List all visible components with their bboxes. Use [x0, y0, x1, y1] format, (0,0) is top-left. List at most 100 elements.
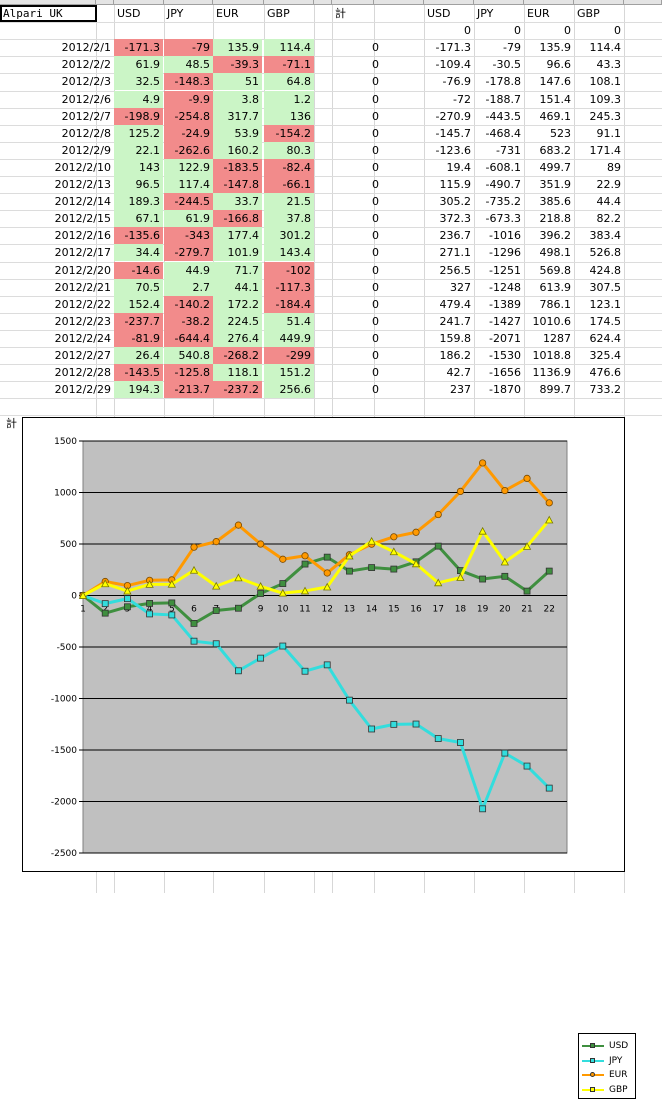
total-row-label[interactable]: 計 — [6, 417, 17, 431]
column-header[interactable] — [0, 0, 96, 5]
cumulative-cell[interactable]: -2071 — [489, 331, 521, 345]
date-cell[interactable]: 2012/2/14 — [54, 195, 111, 209]
cumulative-cell[interactable]: 174.5 — [589, 314, 622, 328]
date-cell[interactable]: 2012/2/7 — [61, 109, 111, 123]
daily-pl-cell[interactable]: 34.4 — [114, 244, 163, 262]
cumulative-cell[interactable]: 44.4 — [596, 195, 622, 209]
daily-pl-cell[interactable]: -102 — [264, 261, 314, 279]
daily-pl-cell[interactable]: -644.4 — [164, 329, 213, 347]
cumulative-cell[interactable]: 1287 — [543, 331, 571, 345]
cumulative-cell[interactable]: -468.4 — [485, 126, 521, 140]
cumulative-cell[interactable]: -1296 — [489, 246, 521, 260]
chart-area[interactable]: 150010005000-500-1000-1500-2000-25001234… — [22, 417, 636, 1099]
daily-pl-cell[interactable]: 1.2 — [264, 90, 314, 108]
cumulative-cell[interactable]: 1018.8 — [532, 349, 572, 362]
daily-pl-cell[interactable]: 2.7 — [164, 278, 213, 296]
daily-pl-cell[interactable]: -299 — [264, 347, 314, 364]
total-cell[interactable]: 0 — [372, 229, 379, 243]
cumulative-cell[interactable]: -145.7 — [435, 126, 471, 140]
cumulative-cell[interactable]: -171.3 — [435, 41, 471, 55]
cumulative-cell[interactable]: -30.5 — [492, 58, 521, 72]
cumulative-cell[interactable]: 683.2 — [539, 143, 572, 157]
daily-pl-cell[interactable]: 53.9 — [213, 124, 262, 142]
cumulative-cell[interactable]: 237 — [450, 383, 471, 397]
daily-pl-cell[interactable]: 51 — [213, 73, 262, 91]
daily-pl-cell[interactable]: 26.4 — [114, 347, 163, 364]
date-cell[interactable]: 2012/2/17 — [54, 246, 111, 260]
daily-pl-cell[interactable]: 177.4 — [213, 227, 262, 245]
legend-item[interactable]: USD — [582, 1039, 636, 1053]
column-header[interactable] — [474, 0, 524, 5]
daily-pl-cell[interactable]: 122.9 — [164, 158, 213, 176]
daily-pl-cell[interactable]: 61.9 — [114, 56, 163, 74]
cumulative-cell[interactable]: -1530 — [489, 349, 521, 362]
initial-value-cell[interactable]: 0 — [464, 24, 471, 38]
daily-pl-cell[interactable]: -117.3 — [264, 278, 314, 296]
column-header[interactable] — [96, 0, 114, 5]
cumulative-cell[interactable]: 899.7 — [539, 383, 572, 397]
currency-header[interactable]: JPY — [167, 7, 184, 20]
daily-pl-cell[interactable]: 114.4 — [264, 39, 314, 57]
cumulative-cell[interactable]: 186.2 — [439, 349, 472, 362]
daily-pl-cell[interactable]: 32.5 — [114, 73, 163, 91]
total-column-header[interactable]: 計 — [335, 7, 346, 20]
cumulative-cell[interactable]: -1656 — [489, 366, 521, 380]
total-cell[interactable]: 0 — [372, 314, 379, 328]
daily-pl-cell[interactable]: -244.5 — [164, 193, 213, 211]
daily-pl-cell[interactable]: -183.5 — [213, 158, 262, 176]
date-cell[interactable]: 2012/2/9 — [61, 143, 111, 157]
daily-pl-cell[interactable]: -9.9 — [164, 90, 213, 108]
cumulative-cell[interactable]: -1016 — [489, 229, 521, 243]
cumulative-cell[interactable]: 1010.6 — [532, 314, 572, 328]
cumulative-cell[interactable]: 89 — [607, 160, 621, 174]
total-cell[interactable]: 0 — [372, 246, 379, 260]
daily-pl-cell[interactable]: -143.5 — [114, 364, 163, 382]
column-header[interactable] — [374, 0, 424, 5]
cumulative-cell[interactable]: 733.2 — [589, 383, 622, 397]
cumulative-cell[interactable]: 569.8 — [539, 263, 572, 277]
daily-pl-cell[interactable]: 4.9 — [114, 90, 163, 108]
initial-value-cell[interactable]: 0 — [614, 24, 621, 38]
daily-pl-cell[interactable]: 33.7 — [213, 193, 262, 211]
daily-pl-cell[interactable]: 44.1 — [213, 278, 262, 296]
date-cell[interactable]: 2012/2/28 — [54, 366, 111, 380]
date-cell[interactable]: 2012/2/20 — [54, 263, 111, 277]
total-cell[interactable]: 0 — [372, 92, 379, 106]
daily-pl-cell[interactable]: -38.2 — [164, 312, 213, 330]
cumulative-cell[interactable]: 325.4 — [589, 349, 622, 362]
cumulative-cell[interactable]: 236.7 — [439, 229, 472, 243]
daily-pl-cell[interactable]: -135.6 — [114, 227, 163, 245]
cumulative-cell[interactable]: 469.1 — [539, 109, 572, 123]
cumulative-cell[interactable]: 476.6 — [589, 366, 622, 380]
cumulative-cell[interactable]: 109.3 — [589, 92, 622, 106]
date-cell[interactable]: 2012/2/21 — [54, 280, 111, 294]
daily-pl-cell[interactable]: -66.1 — [264, 176, 314, 193]
cumulative-cell[interactable]: 42.7 — [446, 366, 472, 380]
daily-pl-cell[interactable]: -184.4 — [264, 295, 314, 313]
date-cell[interactable]: 2012/2/6 — [61, 92, 111, 106]
date-cell[interactable]: 2012/2/16 — [54, 229, 111, 243]
date-cell[interactable]: 2012/2/22 — [54, 297, 111, 311]
cumulative-cell[interactable]: 396.2 — [539, 229, 572, 243]
daily-pl-cell[interactable]: -171.3 — [114, 39, 163, 57]
daily-pl-cell[interactable]: -82.4 — [264, 158, 314, 176]
daily-pl-cell[interactable]: 71.7 — [213, 261, 262, 279]
daily-pl-cell[interactable]: 117.4 — [164, 176, 213, 193]
cumulative-cell[interactable]: -608.1 — [485, 160, 521, 174]
cumulative-cell[interactable]: -735.2 — [485, 195, 521, 209]
cumulative-cell[interactable]: 218.8 — [539, 212, 572, 226]
daily-pl-cell[interactable]: 48.5 — [164, 56, 213, 74]
cumulative-cell[interactable]: -188.7 — [485, 92, 521, 106]
cumulative-cell[interactable]: 19.4 — [446, 160, 472, 174]
daily-pl-cell[interactable]: 37.8 — [264, 210, 314, 228]
daily-pl-cell[interactable]: -166.8 — [213, 210, 262, 228]
currency-header[interactable]: GBP — [267, 7, 290, 20]
cumulative-header[interactable]: EUR — [527, 7, 550, 20]
daily-pl-cell[interactable]: 152.4 — [114, 295, 163, 313]
total-cell[interactable]: 0 — [372, 212, 379, 226]
cumulative-cell[interactable]: -1427 — [489, 314, 521, 328]
daily-pl-cell[interactable]: 64.8 — [264, 73, 314, 91]
daily-pl-cell[interactable]: -14.6 — [114, 261, 163, 279]
cumulative-cell[interactable]: 526.8 — [589, 246, 622, 260]
date-cell[interactable]: 2012/2/23 — [54, 314, 111, 328]
